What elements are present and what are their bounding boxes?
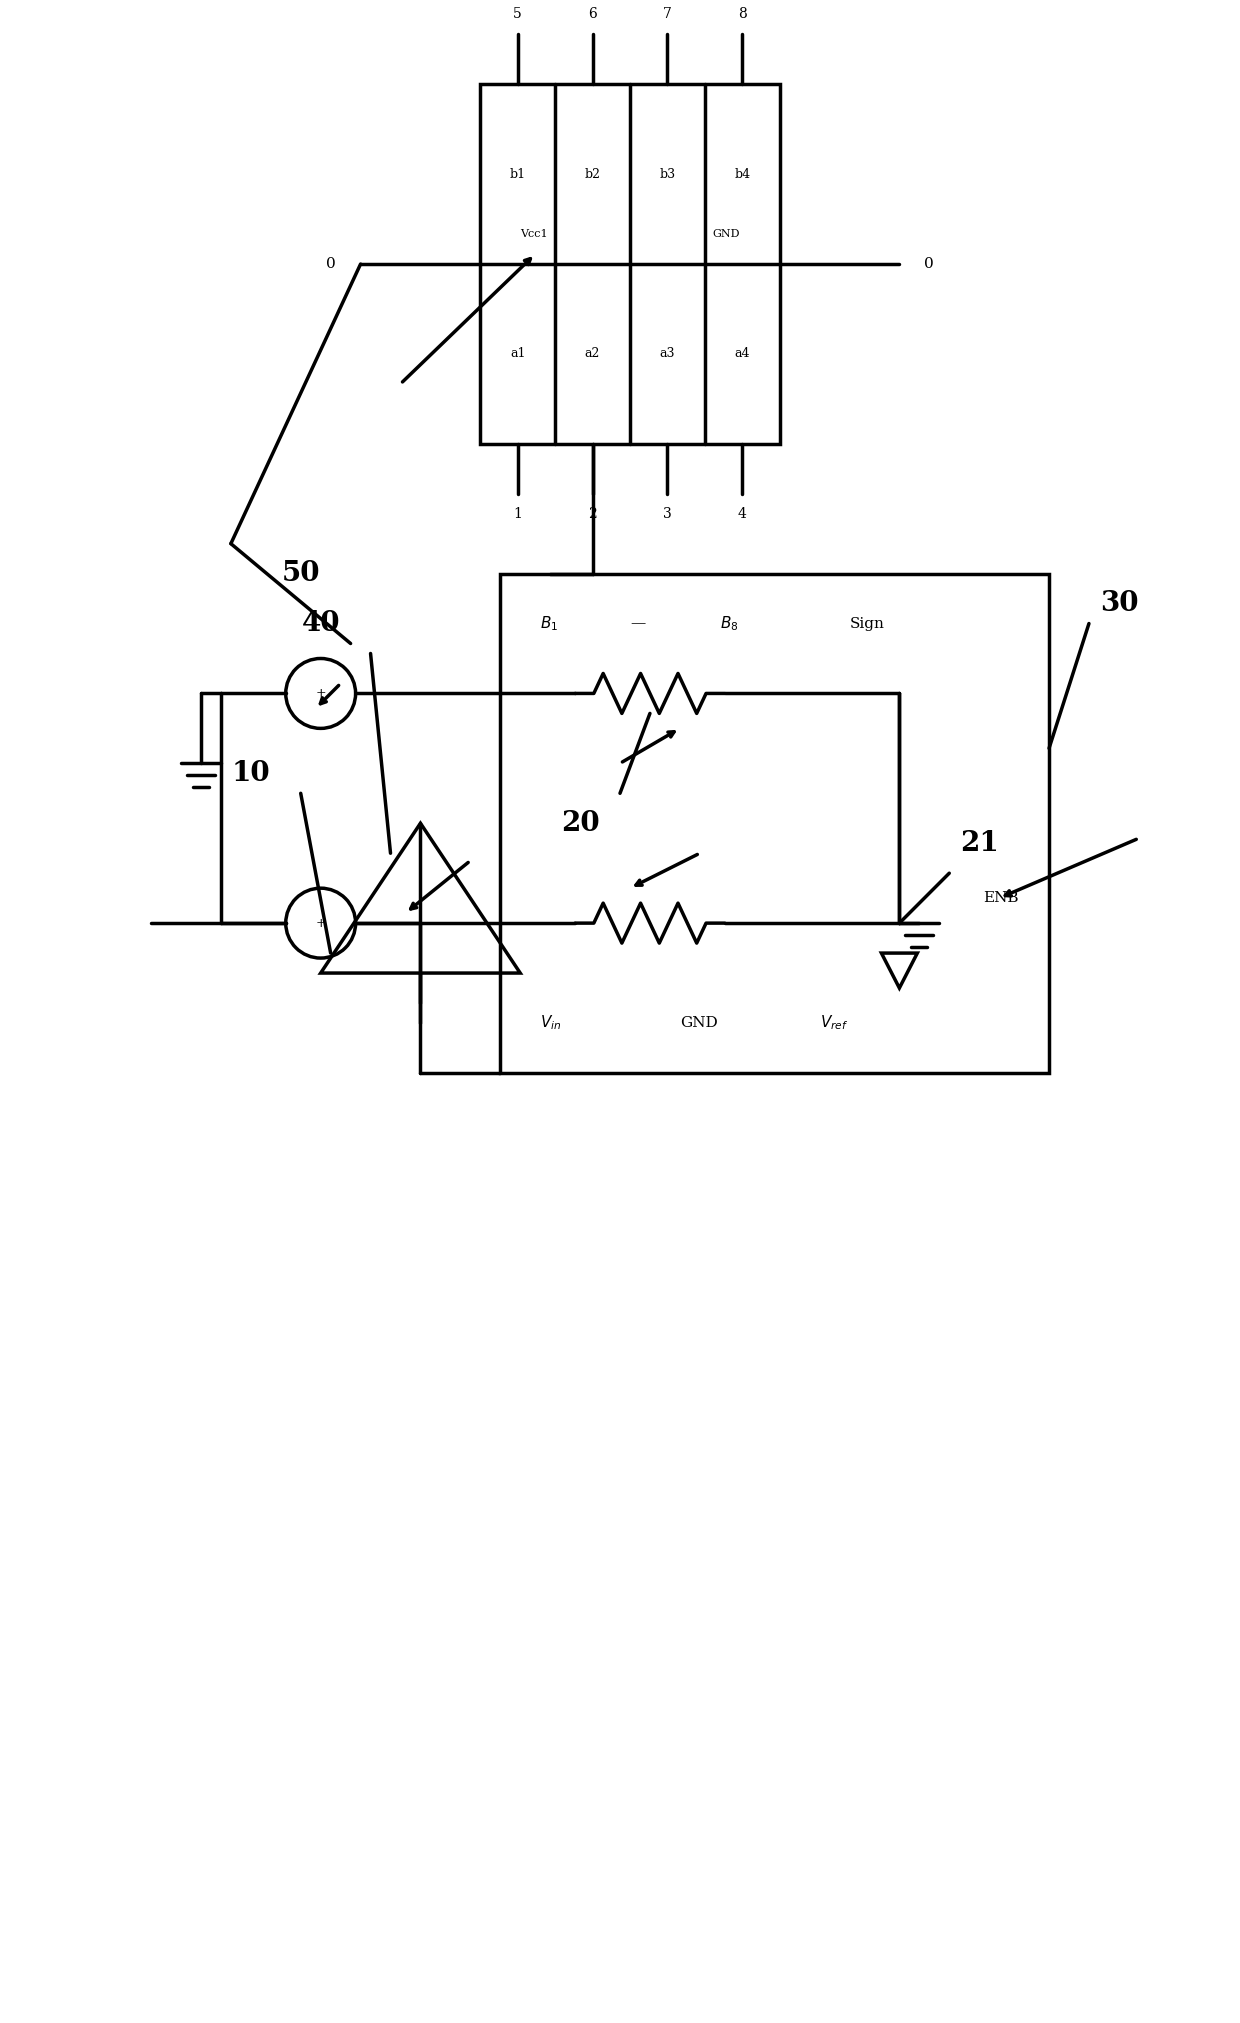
Text: +: + (315, 688, 326, 700)
Text: GND: GND (712, 229, 740, 239)
Text: GND: GND (680, 1016, 718, 1030)
Text: 40: 40 (301, 611, 340, 637)
Text: 4: 4 (738, 506, 746, 520)
Text: ENB: ENB (983, 892, 1019, 904)
Text: 3: 3 (663, 506, 672, 520)
Text: a2: a2 (585, 348, 600, 360)
Text: 20: 20 (560, 809, 599, 838)
Text: 21: 21 (960, 829, 998, 856)
Text: b3: b3 (660, 168, 676, 180)
Text: Vcc1: Vcc1 (521, 229, 548, 239)
Text: 0: 0 (326, 257, 336, 271)
Text: +: + (315, 916, 326, 931)
Text: 0: 0 (925, 257, 934, 271)
Bar (480, 85, 780, 443)
Bar (500, 575, 1049, 1072)
Text: b2: b2 (584, 168, 600, 180)
Text: b4: b4 (734, 168, 750, 180)
Text: a4: a4 (734, 348, 750, 360)
Text: 30: 30 (1100, 591, 1138, 617)
Text: $B_1$: $B_1$ (541, 615, 558, 633)
Text: 5: 5 (513, 8, 522, 22)
Text: 7: 7 (663, 8, 672, 22)
Text: 2: 2 (588, 506, 596, 520)
Text: $V_{in}$: $V_{in}$ (541, 1014, 562, 1032)
Text: 50: 50 (281, 560, 320, 587)
Text: 10: 10 (232, 761, 270, 787)
Text: 1: 1 (513, 506, 522, 520)
Text: a3: a3 (660, 348, 675, 360)
Text: —: — (630, 617, 645, 631)
Text: $B_8$: $B_8$ (719, 615, 738, 633)
Text: a1: a1 (510, 348, 526, 360)
Text: b1: b1 (510, 168, 526, 180)
Text: $V_{ref}$: $V_{ref}$ (820, 1014, 848, 1032)
Text: Sign: Sign (849, 617, 884, 631)
Text: 6: 6 (588, 8, 596, 22)
Text: 8: 8 (738, 8, 746, 22)
